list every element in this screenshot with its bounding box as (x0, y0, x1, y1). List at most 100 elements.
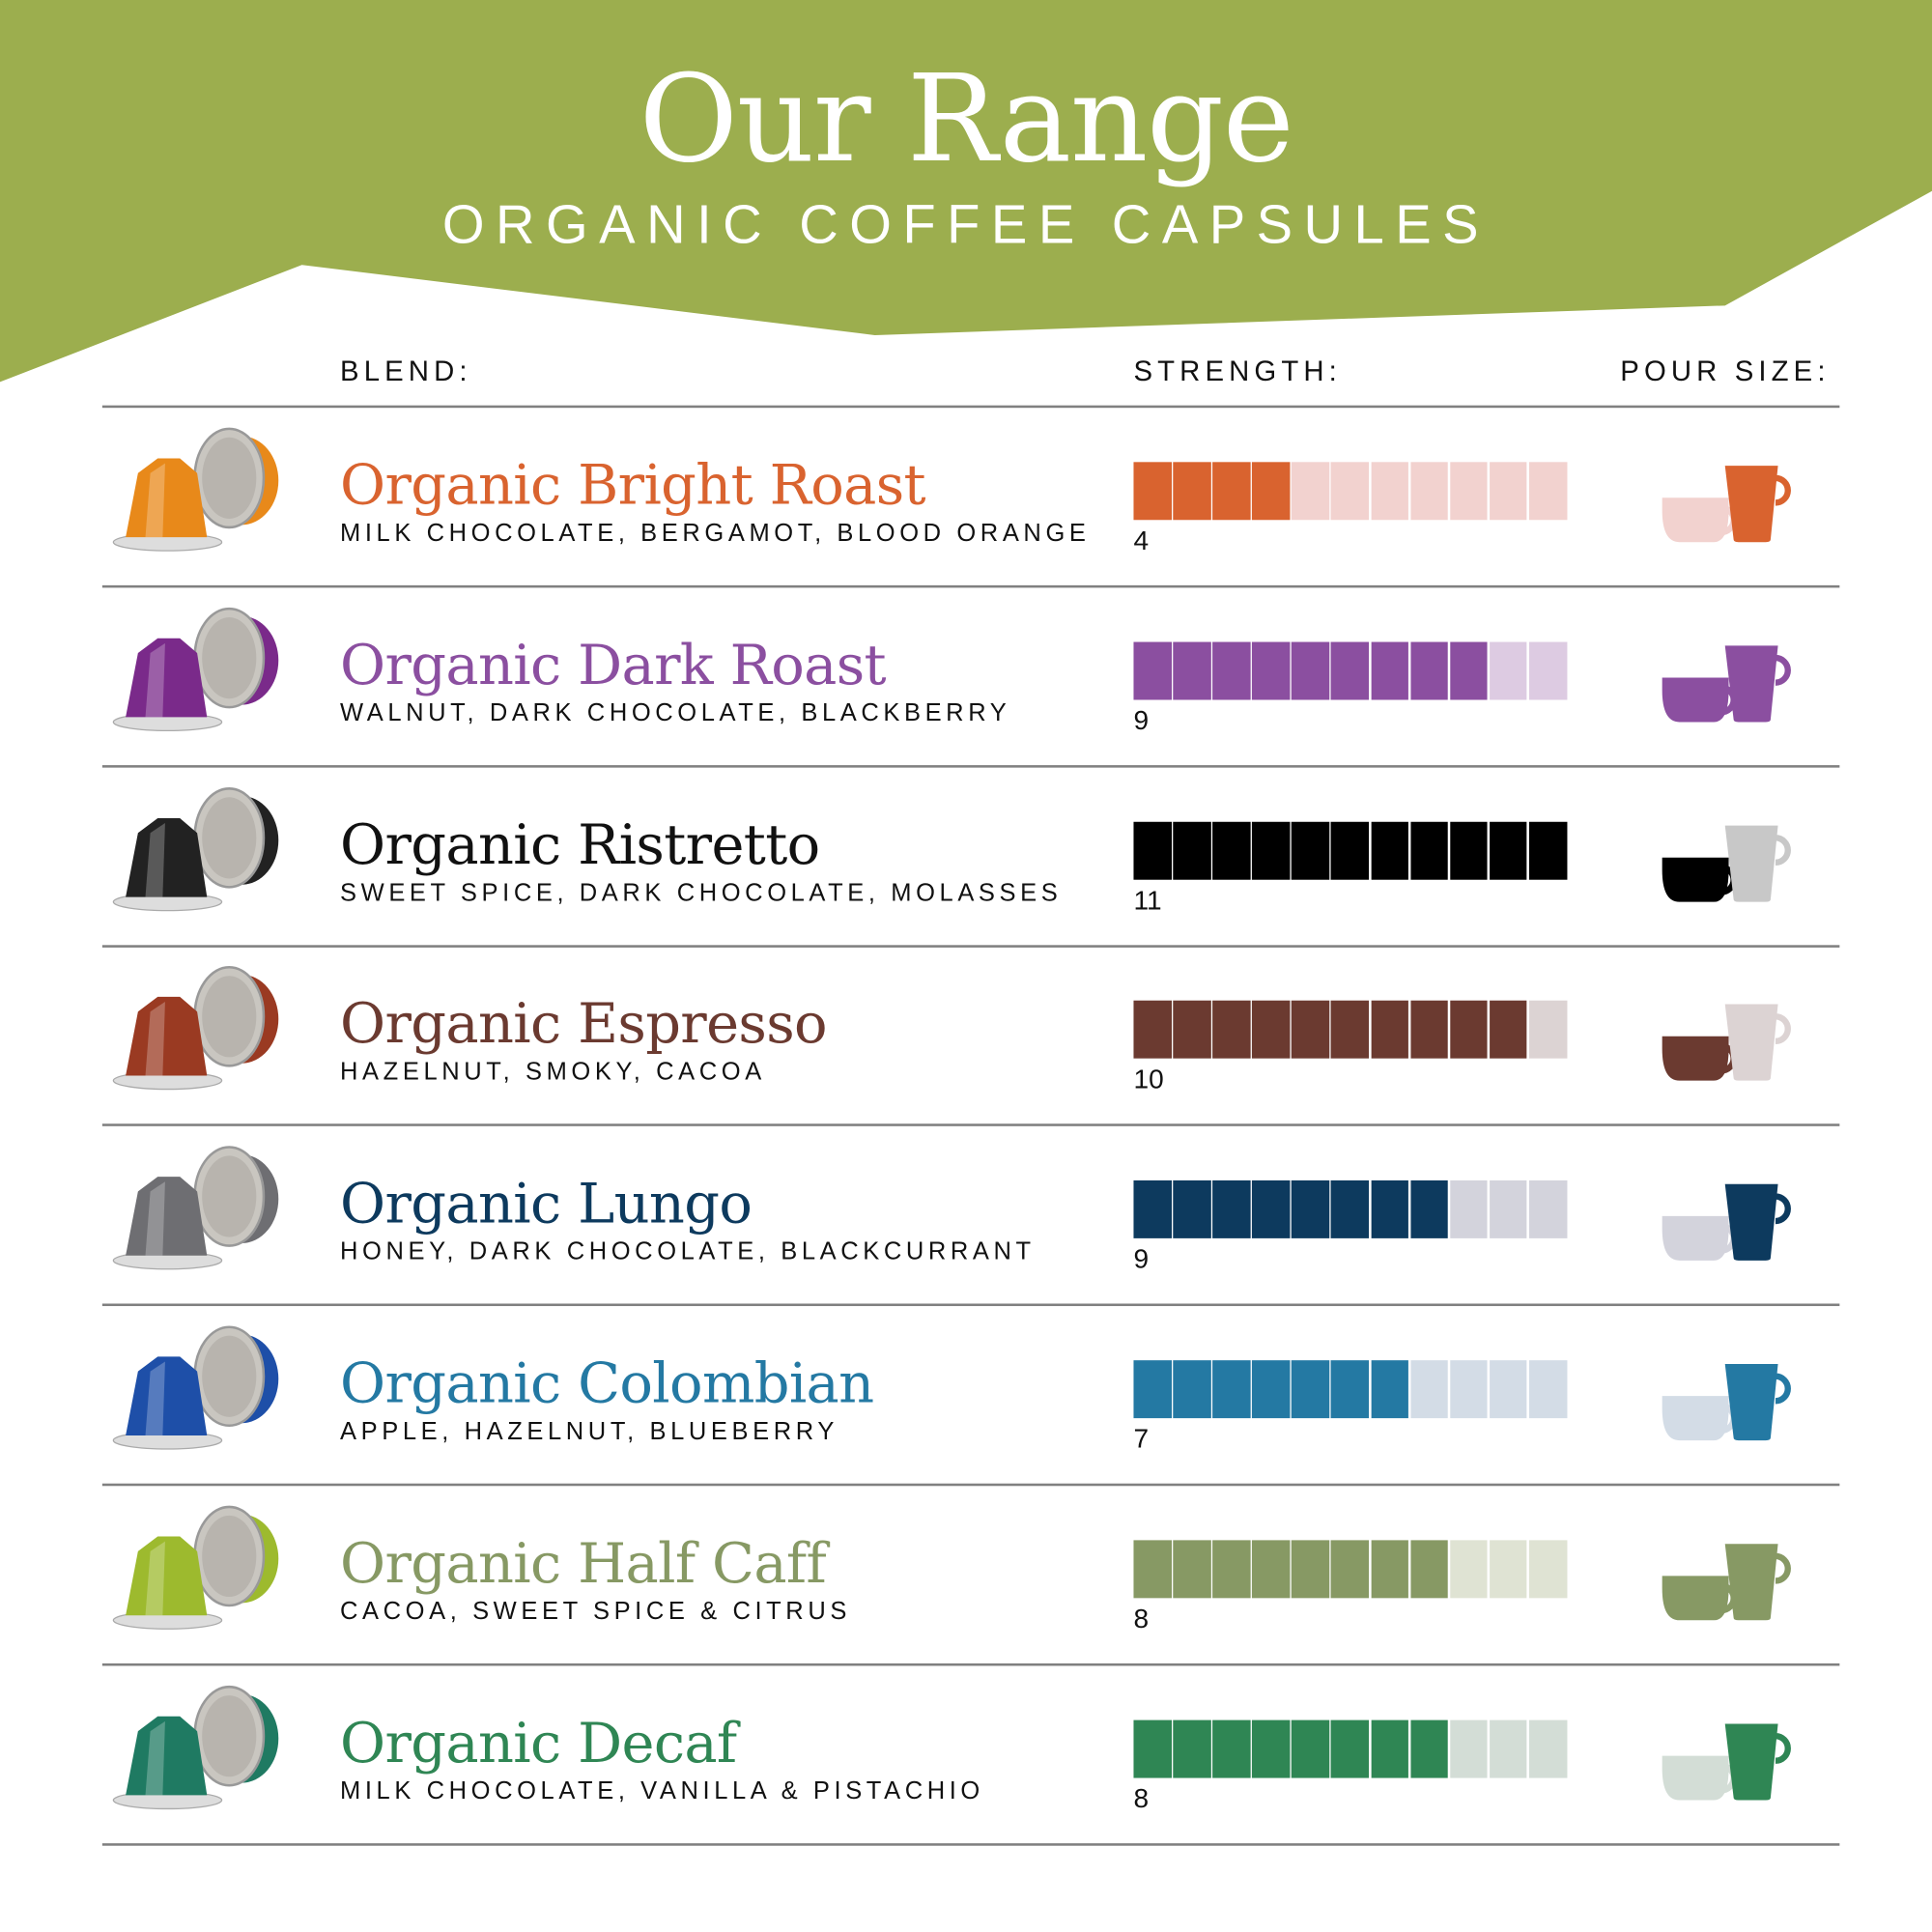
divider (101, 1303, 1840, 1307)
strength-segment (1252, 1540, 1291, 1599)
strength-segment (1410, 1180, 1449, 1239)
strength-segment (1528, 1001, 1567, 1060)
strength-segment (1212, 1540, 1251, 1599)
pour-size-cups (1662, 466, 1791, 543)
strength-segment (1212, 1180, 1251, 1239)
capsule-image (112, 1146, 279, 1270)
blend-name: Organic Colombian (340, 1350, 874, 1416)
header-banner (0, 0, 1932, 383)
strength-bar (1133, 1719, 1567, 1778)
strength-segment (1133, 1360, 1172, 1419)
strength-segment (1489, 1180, 1527, 1239)
strength-value: 9 (1133, 1243, 1150, 1275)
strength-segment (1292, 1001, 1330, 1060)
strength-segment (1331, 641, 1370, 700)
strength-segment (1331, 1001, 1370, 1060)
strength-value: 8 (1133, 1603, 1150, 1634)
strength-segment (1371, 1540, 1409, 1599)
capsule-image (112, 1325, 279, 1450)
blend-name: Organic Bright Roast (340, 452, 926, 518)
divider (101, 1483, 1840, 1487)
blend-tasting-notes: CACOA, SWEET SPICE & CITRUS (340, 1598, 851, 1626)
blend-row: Organic Dark Roast WALNUT, DARK CHOCOLAT… (0, 586, 1932, 766)
divider (101, 1123, 1840, 1127)
strength-segment (1133, 1180, 1172, 1239)
strength-segment (1252, 641, 1291, 700)
strength-segment (1449, 641, 1488, 700)
blend-row: Organic Lungo HONEY, DARK CHOCOLATE, BLA… (0, 1125, 1932, 1305)
strength-segment (1489, 641, 1527, 700)
divider (101, 405, 1840, 409)
strength-value: 10 (1133, 1064, 1164, 1095)
pour-size-cups (1662, 1722, 1791, 1801)
strength-segment (1252, 1719, 1291, 1778)
pour-size-cups (1662, 825, 1791, 902)
strength-segment (1489, 1719, 1527, 1778)
strength-segment (1331, 1360, 1370, 1419)
strength-segment (1252, 1360, 1291, 1419)
blend-tasting-notes: MILK CHOCOLATE, BERGAMOT, BLOOD ORANGE (340, 520, 1091, 548)
strength-segment (1528, 1719, 1567, 1778)
capsule-image (112, 427, 279, 552)
strength-segment (1212, 641, 1251, 700)
capsule-image (112, 1685, 279, 1809)
strength-segment (1449, 1540, 1488, 1599)
column-header-pour-size: POUR SIZE: (1620, 355, 1831, 387)
small-cup-icon (1662, 497, 1737, 543)
strength-segment (1449, 1719, 1488, 1778)
strength-segment (1292, 1540, 1330, 1599)
strength-segment (1371, 821, 1409, 880)
strength-segment (1252, 1180, 1291, 1239)
blend-row: Organic Bright Roast MILK CHOCOLATE, BER… (0, 407, 1932, 586)
small-cup-icon (1662, 857, 1737, 902)
blend-row: Organic Ristretto SWEET SPICE, DARK CHOC… (0, 766, 1932, 946)
strength-segment (1410, 1360, 1449, 1419)
blend-tasting-notes: APPLE, HAZELNUT, BLUEBERRY (340, 1418, 838, 1446)
blend-tasting-notes: HAZELNUT, SMOKY, CACOA (340, 1059, 766, 1087)
strength-segment (1252, 821, 1291, 880)
strength-bar (1133, 1540, 1567, 1599)
strength-segment (1173, 1001, 1211, 1060)
blend-tasting-notes: WALNUT, DARK CHOCOLATE, BLACKBERRY (340, 699, 1011, 727)
strength-segment (1292, 462, 1330, 521)
strength-segment (1528, 1180, 1567, 1239)
strength-segment (1449, 1180, 1488, 1239)
tall-mug-icon (1724, 825, 1791, 902)
strength-segment (1449, 821, 1488, 880)
strength-segment (1252, 462, 1291, 521)
column-header-strength: STRENGTH: (1133, 355, 1342, 387)
strength-segment (1410, 641, 1449, 700)
strength-value: 11 (1133, 884, 1162, 916)
strength-segment (1173, 462, 1211, 521)
strength-bar (1133, 1360, 1567, 1419)
strength-value: 8 (1133, 1782, 1150, 1814)
blend-tasting-notes: HONEY, DARK CHOCOLATE, BLACKCURRANT (340, 1238, 1036, 1266)
strength-segment (1292, 641, 1330, 700)
blend-name: Organic Decaf (340, 1709, 737, 1776)
strength-segment (1528, 462, 1567, 521)
strength-segment (1528, 821, 1567, 880)
strength-segment (1371, 1360, 1409, 1419)
strength-bar (1133, 641, 1567, 700)
strength-segment (1133, 821, 1172, 880)
strength-segment (1528, 641, 1567, 700)
blend-row: Organic Half Caff CACOA, SWEET SPICE & C… (0, 1485, 1932, 1664)
strength-segment (1212, 1001, 1251, 1060)
tall-mug-icon (1724, 466, 1791, 543)
strength-segment (1331, 1540, 1370, 1599)
capsule-image (112, 966, 279, 1091)
strength-segment (1292, 1180, 1330, 1239)
strength-segment (1489, 1360, 1527, 1419)
strength-segment (1331, 462, 1370, 521)
blend-row: Organic Decaf MILK CHOCOLATE, VANILLA & … (0, 1664, 1932, 1844)
strength-segment (1371, 462, 1409, 521)
strength-segment (1133, 462, 1172, 521)
strength-segment (1173, 1719, 1211, 1778)
strength-segment (1133, 1719, 1172, 1778)
strength-segment (1212, 1360, 1251, 1419)
strength-segment (1449, 462, 1488, 521)
strength-bar (1133, 1001, 1567, 1060)
divider (101, 944, 1840, 948)
strength-segment (1410, 1001, 1449, 1060)
